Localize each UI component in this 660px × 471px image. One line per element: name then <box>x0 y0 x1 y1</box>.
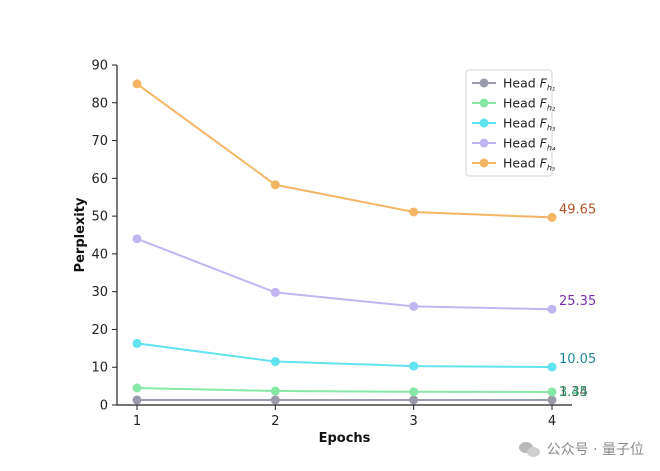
legend-swatch-marker <box>479 98 489 108</box>
y-tick-label: 10 <box>91 361 108 376</box>
data-point <box>409 207 419 217</box>
data-point <box>270 287 280 297</box>
data-point <box>270 395 280 405</box>
data-point <box>547 395 557 405</box>
watermark: 公众号 · 量子位 <box>518 439 644 459</box>
end-value-label: 25.35 <box>559 294 596 309</box>
series-layer: 1.343.45 10.05 25.35 49.65 <box>132 79 596 405</box>
legend-item: Head Fh₄ <box>472 136 556 153</box>
y-tick-label: 20 <box>91 323 108 338</box>
y-tick-label: 50 <box>91 210 108 225</box>
legend-label: Head Fh₂ <box>503 96 556 113</box>
series-5: 49.65 <box>132 79 596 222</box>
wechat-icon <box>518 440 541 458</box>
series-2: 3.45 <box>132 383 588 400</box>
data-point <box>547 304 557 314</box>
legend-label: Head Fh₄ <box>503 136 556 153</box>
legend-swatch-marker <box>479 138 489 148</box>
y-tick-label: 60 <box>91 172 108 187</box>
legend-swatch-marker <box>479 78 489 88</box>
end-value-label: 10.05 <box>559 352 596 367</box>
legend-item: Head Fh₂ <box>472 96 556 113</box>
series-4: 25.35 <box>132 234 596 314</box>
y-tick-label: 90 <box>91 59 108 74</box>
end-value-label: 3.45 <box>559 385 588 400</box>
data-point <box>409 361 419 371</box>
data-point <box>132 395 142 405</box>
y-tick-label: 70 <box>91 134 108 149</box>
data-point <box>409 301 419 311</box>
legend-item: Head Fh₁ <box>472 76 555 93</box>
series-line <box>136 83 553 219</box>
end-value-label: 49.65 <box>559 202 596 217</box>
x-tick-label: 2 <box>271 414 279 429</box>
data-point <box>270 180 280 190</box>
series-line <box>136 237 553 311</box>
watermark-text: 公众号 · 量子位 <box>546 442 644 458</box>
data-point <box>547 212 557 222</box>
legend-label: Head Fh₁ <box>503 76 555 93</box>
data-point <box>132 338 142 348</box>
data-point <box>132 383 142 393</box>
legend: Head Fh₁ Head Fh₂ Head Fh₃ Head Fh₄ Head Fh₅ <box>465 69 556 177</box>
x-tick-label: 3 <box>410 414 418 429</box>
y-tick-label: 80 <box>91 96 108 111</box>
data-point <box>547 362 557 372</box>
legend-item: Head Fh₅ <box>472 156 555 173</box>
end-value-label: 1.34 <box>559 385 588 400</box>
legend-item: Head Fh₃ <box>472 116 555 133</box>
data-point <box>132 234 142 244</box>
data-point <box>270 386 280 396</box>
series-line <box>136 342 553 369</box>
x-tick-label: 1 <box>133 414 141 429</box>
data-point <box>132 79 142 89</box>
chart-axes: 0 10 20 30 40 50 60 70 80 90 1 2 3 4 <box>91 59 572 429</box>
data-point <box>270 357 280 367</box>
y-tick-label: 30 <box>91 285 108 300</box>
series-line <box>136 387 553 393</box>
y-axis-title: Perplexity <box>73 197 88 272</box>
data-point <box>547 387 557 397</box>
legend-swatch-marker <box>479 118 489 128</box>
x-axis-title: Epochs <box>319 431 371 446</box>
x-tick-label: 4 <box>548 414 556 429</box>
legend-box <box>465 69 553 177</box>
data-point <box>409 395 419 405</box>
y-tick-label: 40 <box>91 247 108 262</box>
series-3: 10.05 <box>132 338 596 372</box>
y-tick-label: 0 <box>100 399 108 414</box>
legend-swatch-marker <box>479 158 489 168</box>
legend-label: Head Fh₃ <box>503 116 555 133</box>
series-1: 1.34 <box>132 385 588 405</box>
data-point <box>409 387 419 397</box>
legend-label: Head Fh₅ <box>503 156 555 173</box>
